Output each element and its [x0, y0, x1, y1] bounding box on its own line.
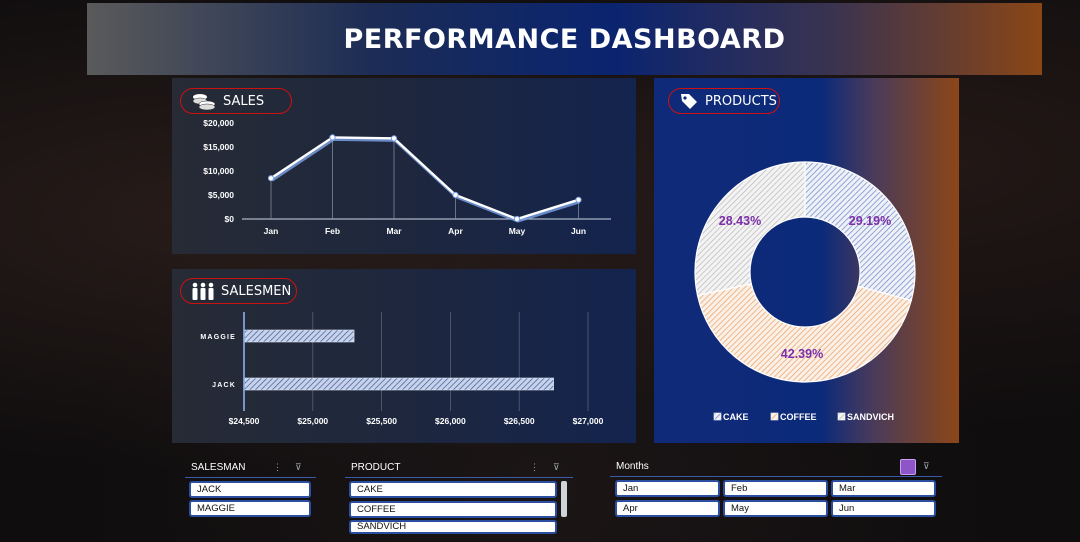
salesman-bar — [243, 329, 355, 343]
slicer-item-feb[interactable]: Feb — [723, 480, 828, 497]
tag-icon — [679, 92, 699, 110]
clear-filter-icon[interactable]: ⊽ — [923, 461, 930, 471]
donut-slice-cake — [804, 161, 916, 302]
salesman-bar — [243, 377, 554, 391]
legend-label: SANDVICH — [847, 412, 894, 422]
y-tick-label: $5,000 — [208, 190, 234, 200]
donut-data-label: 28.43% — [719, 214, 761, 228]
slicer-item-mar[interactable]: Mar — [831, 480, 936, 497]
legend-swatch — [713, 412, 722, 421]
multi-select-icon[interactable] — [900, 459, 916, 475]
sales-point — [575, 196, 582, 203]
slicer-divider — [610, 476, 942, 477]
y-tick-label: $15,000 — [203, 142, 234, 152]
y-tick-label: $20,000 — [203, 118, 234, 128]
coins-icon — [191, 92, 217, 110]
multi-select-icon[interactable]: ⋮ — [273, 462, 282, 472]
sales-point — [513, 215, 521, 223]
sales-series-shadow — [271, 137, 580, 223]
product-slicer-title: PRODUCT — [351, 462, 401, 473]
sales-panel: SALES $0 $5,000 $10,000 $15,000 $20,000 Jan Fe… — [172, 78, 636, 254]
products-donut-chart: 29.19% 42.39% 28.43% CAKE COFFEE SANDVICH — [694, 161, 916, 422]
sales-point — [329, 134, 336, 141]
clear-filter-icon[interactable]: ⊽ — [295, 462, 302, 472]
legend-swatch — [770, 412, 779, 421]
salesmen-label: SALESMEN — [221, 283, 292, 299]
x-tick-label: Mar — [386, 226, 402, 236]
salesmen-panel: SALESMEN $24,500 $25,000 $25,500 $26,000 $26… — [172, 269, 636, 443]
y-tick-label: $10,000 — [203, 166, 234, 176]
x-tick-label: $25,000 — [297, 416, 328, 426]
sales-point — [267, 175, 275, 182]
x-tick-label: Jun — [571, 226, 586, 236]
slicer-divider — [345, 477, 573, 478]
slicer-item-coffee[interactable]: COFFEE — [349, 501, 557, 518]
people-icon — [191, 281, 215, 301]
clear-filter-icon[interactable]: ⊽ — [553, 462, 560, 472]
donut-data-label: 42.39% — [781, 347, 823, 361]
sales-series-line — [270, 136, 579, 221]
slicer-item-sandvich[interactable]: SANDVICH — [349, 520, 557, 534]
salesman-slicer-title: SALESMAN — [191, 462, 246, 473]
sales-point — [452, 191, 459, 199]
dashboard-header: PERFORMANCE DASHBOARD — [87, 3, 1042, 75]
page-title: PERFORMANCE DASHBOARD — [343, 23, 786, 55]
x-tick-label: May — [509, 226, 526, 236]
y-category-label: MAGGIE — [200, 334, 236, 341]
x-tick-label: Jan — [264, 226, 279, 236]
x-tick-label: $26,500 — [504, 416, 535, 426]
products-label-pill: PRODUCTS — [668, 88, 780, 114]
slicer-item-may[interactable]: May — [723, 500, 828, 517]
y-category-label: JACK — [212, 382, 236, 389]
slicer-item-apr[interactable]: Apr — [615, 500, 720, 517]
multi-select-icon[interactable]: ⋮ — [530, 462, 539, 472]
slicer-scrollbar[interactable] — [561, 481, 567, 517]
product-slicer: PRODUCT ⋮ ⊽ CAKE COFFEE SANDVICH — [345, 458, 573, 536]
slicer-item-maggie[interactable]: MAGGIE — [189, 500, 311, 517]
salesman-slicer: SALESMAN ⋮ ⊽ JACK MAGGIE — [185, 458, 316, 522]
x-tick-label: $25,500 — [366, 416, 397, 426]
sales-line-chart: $0 $5,000 $10,000 $15,000 $20,000 Jan Feb Mar Ap… — [203, 118, 611, 236]
products-label: PRODUCTS — [705, 93, 777, 109]
x-tick-label: $24,500 — [229, 416, 260, 426]
salesmen-label-pill: SALESMEN — [180, 278, 297, 304]
legend-label: CAKE — [723, 412, 749, 422]
sales-label: SALES — [223, 93, 265, 109]
legend-label: COFFEE — [780, 412, 817, 422]
donut-slice-coffee — [696, 283, 912, 383]
products-panel: PRODUCTS 29.19% 42.39% 28.43% CAKE COFFEE SAN… — [654, 78, 959, 443]
donut-data-label: 29.19% — [849, 214, 891, 228]
slicer-divider — [185, 477, 316, 478]
x-tick-label: Apr — [448, 226, 463, 236]
sales-point — [390, 135, 398, 142]
slicer-item-cake[interactable]: CAKE — [349, 481, 557, 498]
months-slicer: Months ⊽ Jan Feb Mar Apr May Jun — [610, 457, 942, 521]
slicer-item-jack[interactable]: JACK — [189, 481, 311, 498]
x-tick-label: Feb — [325, 226, 340, 236]
donut-slice-sandvich — [694, 161, 806, 297]
slicer-item-jan[interactable]: Jan — [615, 480, 720, 497]
sales-label-pill: SALES — [180, 88, 292, 114]
months-slicer-title: Months — [616, 461, 649, 472]
legend-swatch — [837, 412, 846, 421]
salesmen-bar-chart: $24,500 $25,000 $25,500 $26,000 $26,500 $27,0… — [200, 312, 604, 426]
slicer-item-jun[interactable]: Jun — [831, 500, 936, 517]
x-tick-label: $27,000 — [573, 416, 604, 426]
y-tick-label: $0 — [225, 214, 235, 224]
x-tick-label: $26,000 — [435, 416, 466, 426]
